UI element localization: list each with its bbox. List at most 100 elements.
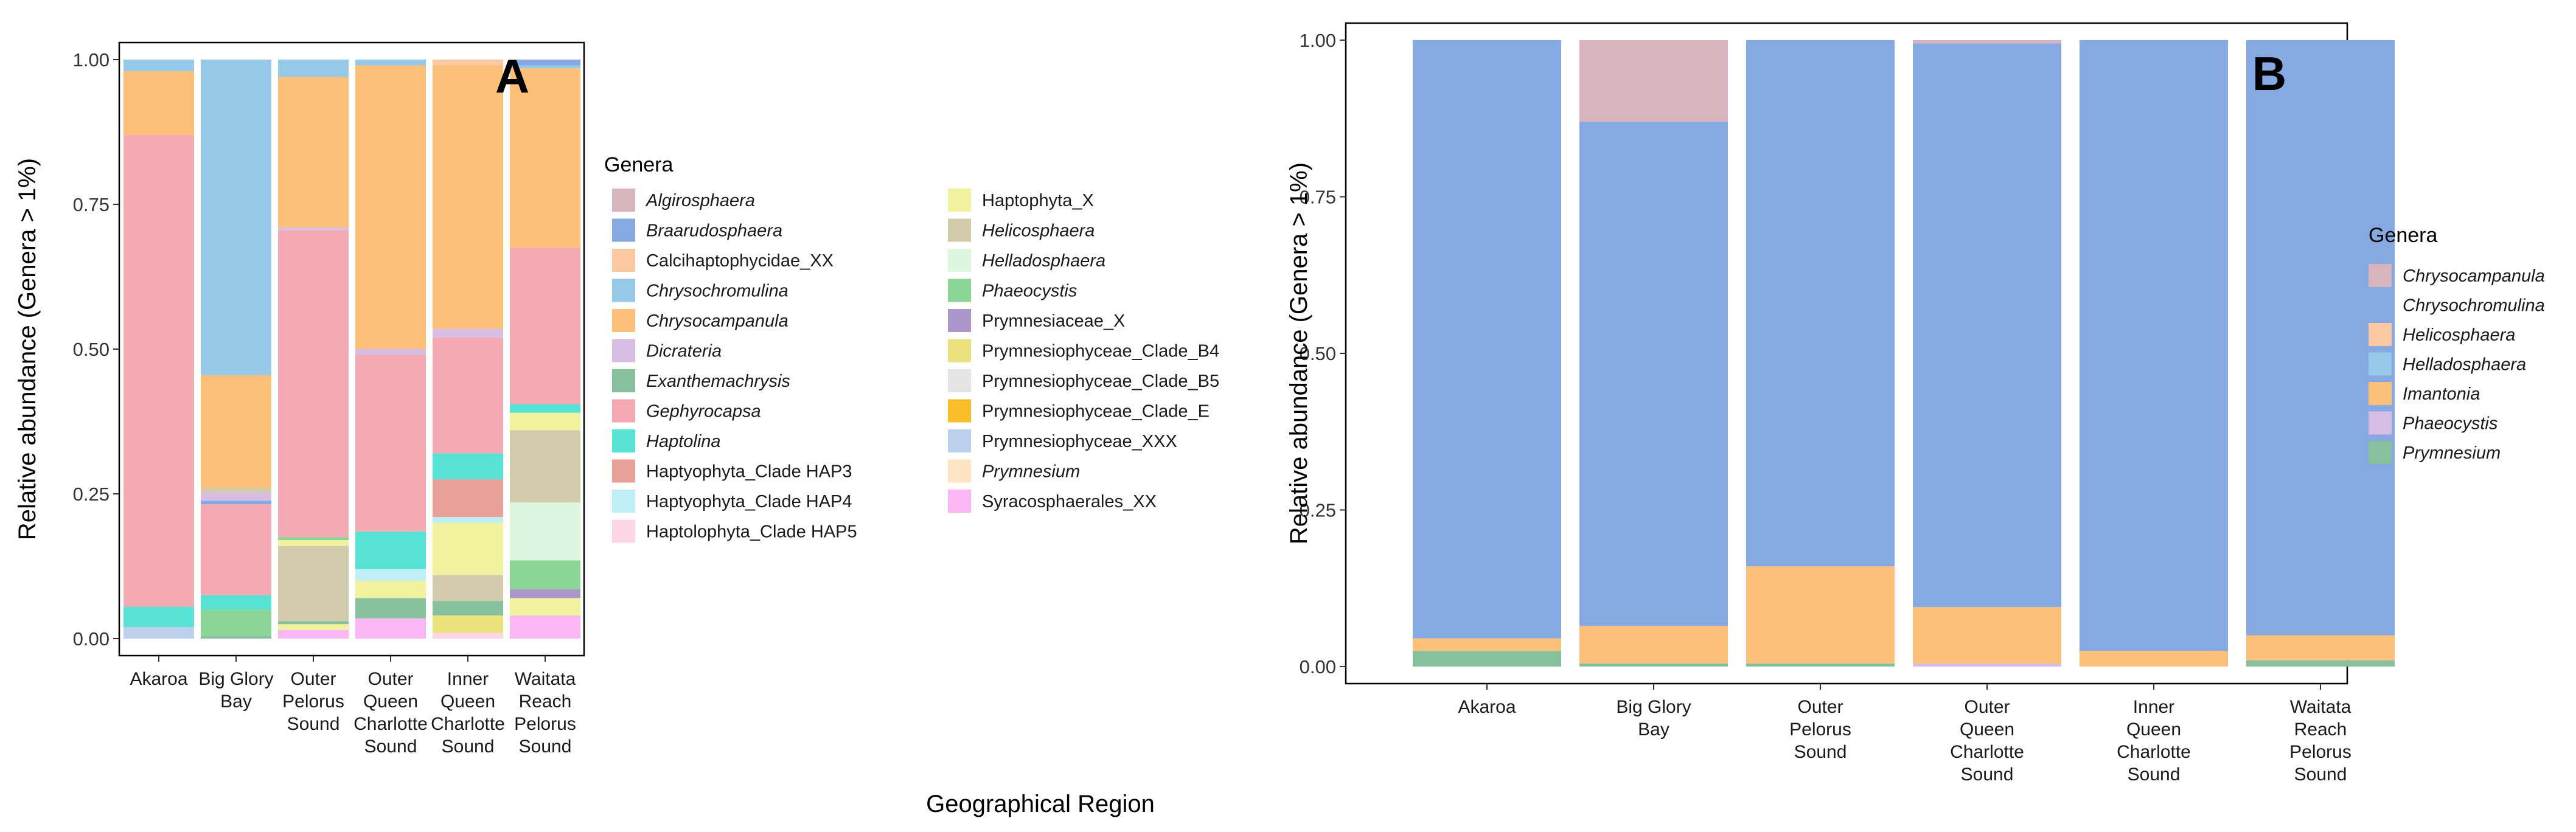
bar-segment [1746,40,1895,567]
x-tick-label: Sound [442,737,495,757]
bar-segment [124,134,194,607]
legend-title-a: Genera [604,153,673,176]
legend-label: Prymnesiaceae_X [982,311,1125,331]
legend-swatch [2369,382,2392,405]
bar-segment [278,230,349,538]
legend-label: Haptolophyta_Clade HAP5 [646,522,857,542]
x-tick-label: Reach [519,692,572,712]
bar-segment [1579,626,1728,664]
panel-b: 0.00 0.25 0.50 0.75 1.00 Relative abundance (… [1286,22,2545,785]
legend-swatch [612,249,635,272]
legend-swatch [948,218,971,242]
x-tick-label: Pelorus [514,714,576,734]
legend-label: Haptolina [646,432,721,451]
legend-label: Prymnesiophyceae_Clade_E [982,402,1210,421]
legend-swatch [948,249,971,272]
bar-segment [355,65,426,350]
legend-title-b: Genera [2369,224,2437,247]
bar-segment [1579,40,1728,122]
x-tick-label: Big Glory [198,669,273,689]
y-tick-label: 0.25 [1300,500,1336,521]
x-tick-label: Queen [2126,719,2181,740]
bar-segment [355,569,426,581]
y-tick-label: 0.25 [73,484,110,505]
bar-segment [1413,40,1561,639]
bar-segment [278,77,349,228]
legend-label: Haptyophyta_Clade HAP3 [646,462,852,482]
legend-label: Prymnesium [2403,443,2501,463]
x-tick-label: Akaroa [1458,697,1516,717]
y-tick-label: 0.75 [1300,187,1336,208]
y-axis-title-a: Relative abundance (Genera > 1%) [14,158,41,540]
legend-label: Syracosphaerales_XX [982,492,1157,511]
legend-label: Dicrateria [646,342,722,361]
legend-swatch [612,459,635,483]
legend-swatch [948,429,971,452]
panel-a: 0.00 0.25 0.50 0.75 1.00 Relative abundance (… [14,41,1219,757]
bar-segment [355,531,426,569]
bar-segment [510,248,580,404]
bar-segment [124,626,194,639]
bar-segment [124,60,194,72]
x-tick-label: Sound [2294,764,2347,785]
bar-segment [433,337,503,454]
legend-swatch [948,490,971,513]
bar-segment [201,60,271,375]
bar-segment [278,540,349,546]
bar-segment [510,60,580,66]
x-tick-label: Sound [1794,742,1847,762]
bar-segment [510,589,580,598]
legend-swatch [948,399,971,423]
bar-segment [510,560,580,590]
x-tick-label: Reach [2294,719,2347,740]
bar-segment [201,636,271,639]
y-axis-title-b: Relative abundance (Genera > 1%) [1286,162,1312,544]
legend-swatch [948,339,971,362]
bar-segment [510,430,580,503]
y-tick-label: 1.00 [1300,30,1336,51]
legend-swatch [948,279,971,302]
x-tick-label: Pelorus [282,692,344,712]
x-tick-label: Big Glory [1616,697,1691,717]
bar-segment [355,355,426,532]
legend-label: Braarudosphaera [646,221,782,241]
legend-swatch [612,279,635,302]
legend-label: Helicosphaera [982,221,1095,241]
legend-swatch [612,369,635,392]
legend-swatch [2369,352,2392,376]
legend-swatch [612,429,635,452]
x-tick-label: Bay [1638,719,1669,740]
legend-label: Prymnesium [982,462,1080,482]
legend-swatch [612,519,635,543]
x-tick-label: Inner [2133,697,2174,717]
bar-segment [2246,660,2395,667]
bar-segment [510,615,580,639]
bar-segment [433,633,503,639]
x-tick-label: Akaroa [130,669,187,689]
bar-segment [278,227,349,231]
bar-segment [201,609,271,636]
x-tick-label: Outer [1797,697,1843,717]
legend-label: Prymnesiophyceae_Clade_B4 [982,342,1219,361]
panel-letter-a: A [495,49,529,103]
bar-segment [124,71,194,135]
bar-segment [433,479,503,518]
bar-segment [510,404,580,413]
legend-label: Helladosphaera [2403,355,2526,375]
legend-swatch [612,490,635,513]
bar-segment [1413,651,1561,667]
x-tick-label: Inner [447,669,489,689]
bar-segment [355,60,426,66]
bar-segment [433,65,503,329]
bar-segment [201,488,271,493]
bar-segment [201,493,271,501]
x-tick-label: Sound [364,737,417,757]
x-tick-label: Waitata [515,669,576,689]
legend-label: Prymnesiophyceae_XXX [982,432,1177,451]
x-tick-label: Charlotte [431,714,505,734]
legend-label: Haptyophyta_Clade HAP4 [646,492,852,511]
bar-segment [510,68,580,248]
legend-label: Prymnesiophyceae_Clade_B5 [982,372,1219,391]
bar-segment [2246,635,2395,660]
